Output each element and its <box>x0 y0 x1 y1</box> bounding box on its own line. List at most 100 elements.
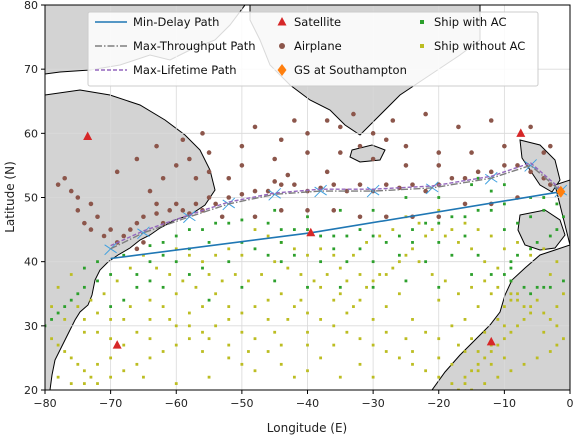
ship-without-ac-point <box>273 330 277 334</box>
legend: Min-Delay Path Max-Throughput Path Max-Lif… <box>87 11 539 87</box>
ship-without-ac-point <box>306 311 309 315</box>
ship-without-ac-point <box>306 253 309 257</box>
ship-without-ac-point <box>50 337 53 341</box>
ships-without-ac-layer <box>50 208 565 390</box>
x-tick-label: −60 <box>165 397 188 410</box>
ship-with-ac-point <box>535 241 539 244</box>
airplane-point <box>324 118 330 123</box>
airplane-point <box>292 182 297 187</box>
ship-with-ac-point <box>397 253 401 257</box>
x-tick-label: −50 <box>230 397 253 410</box>
y-tick-label: 20 <box>24 384 38 397</box>
airplane-point <box>206 150 212 155</box>
ship-without-ac-point <box>529 311 533 315</box>
ship-without-ac-point <box>489 362 493 366</box>
airplane-point <box>383 137 389 143</box>
ship-without-ac-point <box>338 266 342 270</box>
ship-with-ac-point <box>279 228 283 231</box>
airplane-point <box>226 195 232 200</box>
ship-with-ac-point <box>542 208 546 212</box>
ship-without-ac-point <box>509 369 513 373</box>
ship-without-ac-point <box>476 362 480 366</box>
ship-with-ac-point <box>45 324 47 328</box>
ship-with-ac-point <box>50 318 53 321</box>
legend-label-min-delay: Min-Delay Path <box>133 15 219 29</box>
airplane-point <box>305 131 310 136</box>
ship-without-ac-point <box>69 382 73 385</box>
ship-with-ac-point <box>82 285 86 289</box>
airplane-point <box>357 182 363 187</box>
ship-with-ac-point <box>404 279 408 283</box>
legend-swatch-airplane <box>279 43 285 49</box>
ship-with-ac-point <box>548 234 552 238</box>
ship-without-ac-point <box>437 356 441 360</box>
x-tick-label: −10 <box>493 397 516 410</box>
ship-without-ac-point <box>96 362 99 366</box>
ship-with-ac-point <box>273 279 277 283</box>
legend-swatch-gs <box>277 64 287 76</box>
ship-without-ac-point <box>128 266 132 270</box>
ship-without-ac-point <box>502 337 506 341</box>
ship-without-ac-point <box>227 247 231 251</box>
airplane-point <box>62 175 67 181</box>
legend-label-gs: GS at Southampton <box>294 63 407 77</box>
ship-without-ac-point <box>292 305 296 308</box>
airplane-point <box>292 118 297 123</box>
ship-without-ac-point <box>384 330 388 334</box>
ship-without-ac-point <box>279 343 283 347</box>
x-axis-ticks: −80 −70 −60 −50 −40 −30 −20 −10 0 <box>33 390 574 410</box>
ship-with-ac-point <box>82 266 86 270</box>
airplane-point <box>502 163 507 168</box>
ship-without-ac-point <box>174 343 178 347</box>
x-tick-label: −70 <box>99 397 122 410</box>
ship-without-ac-point <box>450 362 454 366</box>
airplane-point <box>515 163 520 168</box>
y-tick-label: 60 <box>24 127 38 140</box>
ship-without-ac-point <box>358 337 362 341</box>
airplane-point <box>383 214 389 220</box>
ship-with-ac-point <box>371 208 375 212</box>
ship-without-ac-point <box>535 356 539 360</box>
ship-without-ac-point <box>411 318 414 321</box>
ship-without-ac-point <box>247 279 250 283</box>
ship-without-ac-point <box>502 324 506 328</box>
ship-without-ac-point <box>470 337 473 341</box>
ship-without-ac-point <box>109 337 113 341</box>
ship-without-ac-point <box>516 292 519 296</box>
airplane-point <box>331 182 337 187</box>
ship-without-ac-point <box>483 279 487 283</box>
ship-with-ac-point <box>509 260 513 264</box>
airplane-point <box>114 169 120 175</box>
ship-without-ac-point <box>437 298 441 302</box>
ship-with-ac-point <box>187 228 191 231</box>
x-tick-label: −30 <box>362 397 385 410</box>
airplane-point <box>278 137 284 143</box>
ship-without-ac-point <box>397 260 401 264</box>
ship-with-ac-point <box>437 221 441 225</box>
airplane-point <box>436 163 442 168</box>
ship-with-ac-point <box>397 234 401 238</box>
ship-with-ac-point <box>424 260 428 264</box>
ship-without-ac-point <box>233 273 237 276</box>
ship-without-ac-point <box>489 234 493 238</box>
ship-with-ac-point <box>555 228 559 231</box>
y-tick-label: 80 <box>24 0 38 12</box>
ship-with-ac-point <box>161 253 165 257</box>
airplane-point <box>305 208 310 213</box>
ship-with-ac-point <box>371 234 375 238</box>
ship-without-ac-point <box>430 228 434 231</box>
airplane-point <box>167 208 172 213</box>
ship-without-ac-point <box>542 311 546 315</box>
ship-without-ac-point <box>286 266 290 270</box>
ship-with-ac-point <box>96 279 99 283</box>
ship-without-ac-point <box>247 350 250 353</box>
airplane-point <box>331 208 337 213</box>
airplane-point <box>305 150 310 155</box>
airplane-point <box>252 124 258 130</box>
airplane-point <box>436 214 442 220</box>
airplane-point <box>147 188 153 194</box>
ship-without-ac-point <box>240 253 244 257</box>
airplane-point <box>173 163 179 168</box>
ship-with-ac-point <box>529 215 533 219</box>
ship-without-ac-point <box>529 305 533 308</box>
